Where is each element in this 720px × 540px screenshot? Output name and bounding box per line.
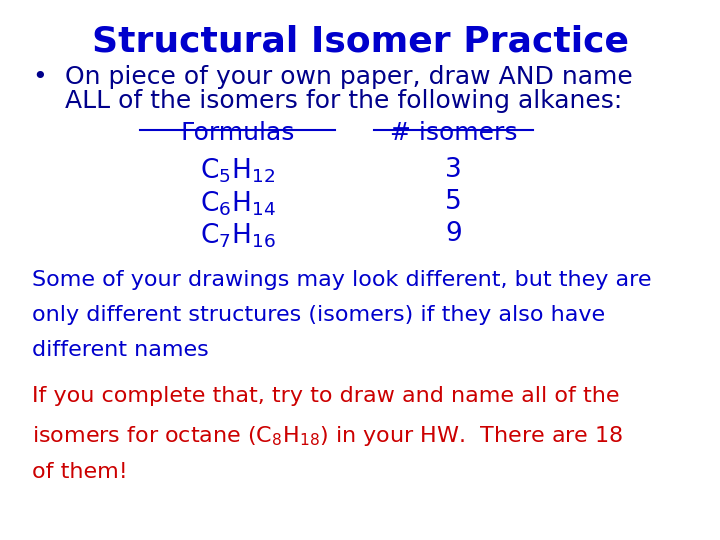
Text: ALL of the isomers for the following alkanes:: ALL of the isomers for the following alk…	[65, 89, 622, 113]
Text: isomers for octane (C$_8$H$_{18}$) in your HW.  There are 18: isomers for octane (C$_8$H$_{18}$) in yo…	[32, 424, 624, 448]
Text: # isomers: # isomers	[390, 122, 518, 145]
Text: If you complete that, try to draw and name all of the: If you complete that, try to draw and na…	[32, 386, 620, 406]
Text: C$_7$H$_{16}$: C$_7$H$_{16}$	[199, 221, 276, 250]
Text: Some of your drawings may look different, but they are: Some of your drawings may look different…	[32, 270, 652, 290]
Text: different names: different names	[32, 340, 209, 360]
Text: of them!: of them!	[32, 462, 128, 482]
Text: •: •	[32, 65, 47, 89]
Text: 5: 5	[445, 189, 462, 215]
Text: Formulas: Formulas	[181, 122, 294, 145]
Text: 3: 3	[445, 157, 462, 183]
Text: C$_6$H$_{14}$: C$_6$H$_{14}$	[199, 189, 276, 218]
Text: On piece of your own paper, draw AND name: On piece of your own paper, draw AND nam…	[65, 65, 633, 89]
Text: C$_5$H$_{12}$: C$_5$H$_{12}$	[200, 157, 275, 185]
Text: Structural Isomer Practice: Structural Isomer Practice	[91, 24, 629, 58]
Text: 9: 9	[445, 221, 462, 247]
Text: only different structures (isomers) if they also have: only different structures (isomers) if t…	[32, 305, 606, 325]
